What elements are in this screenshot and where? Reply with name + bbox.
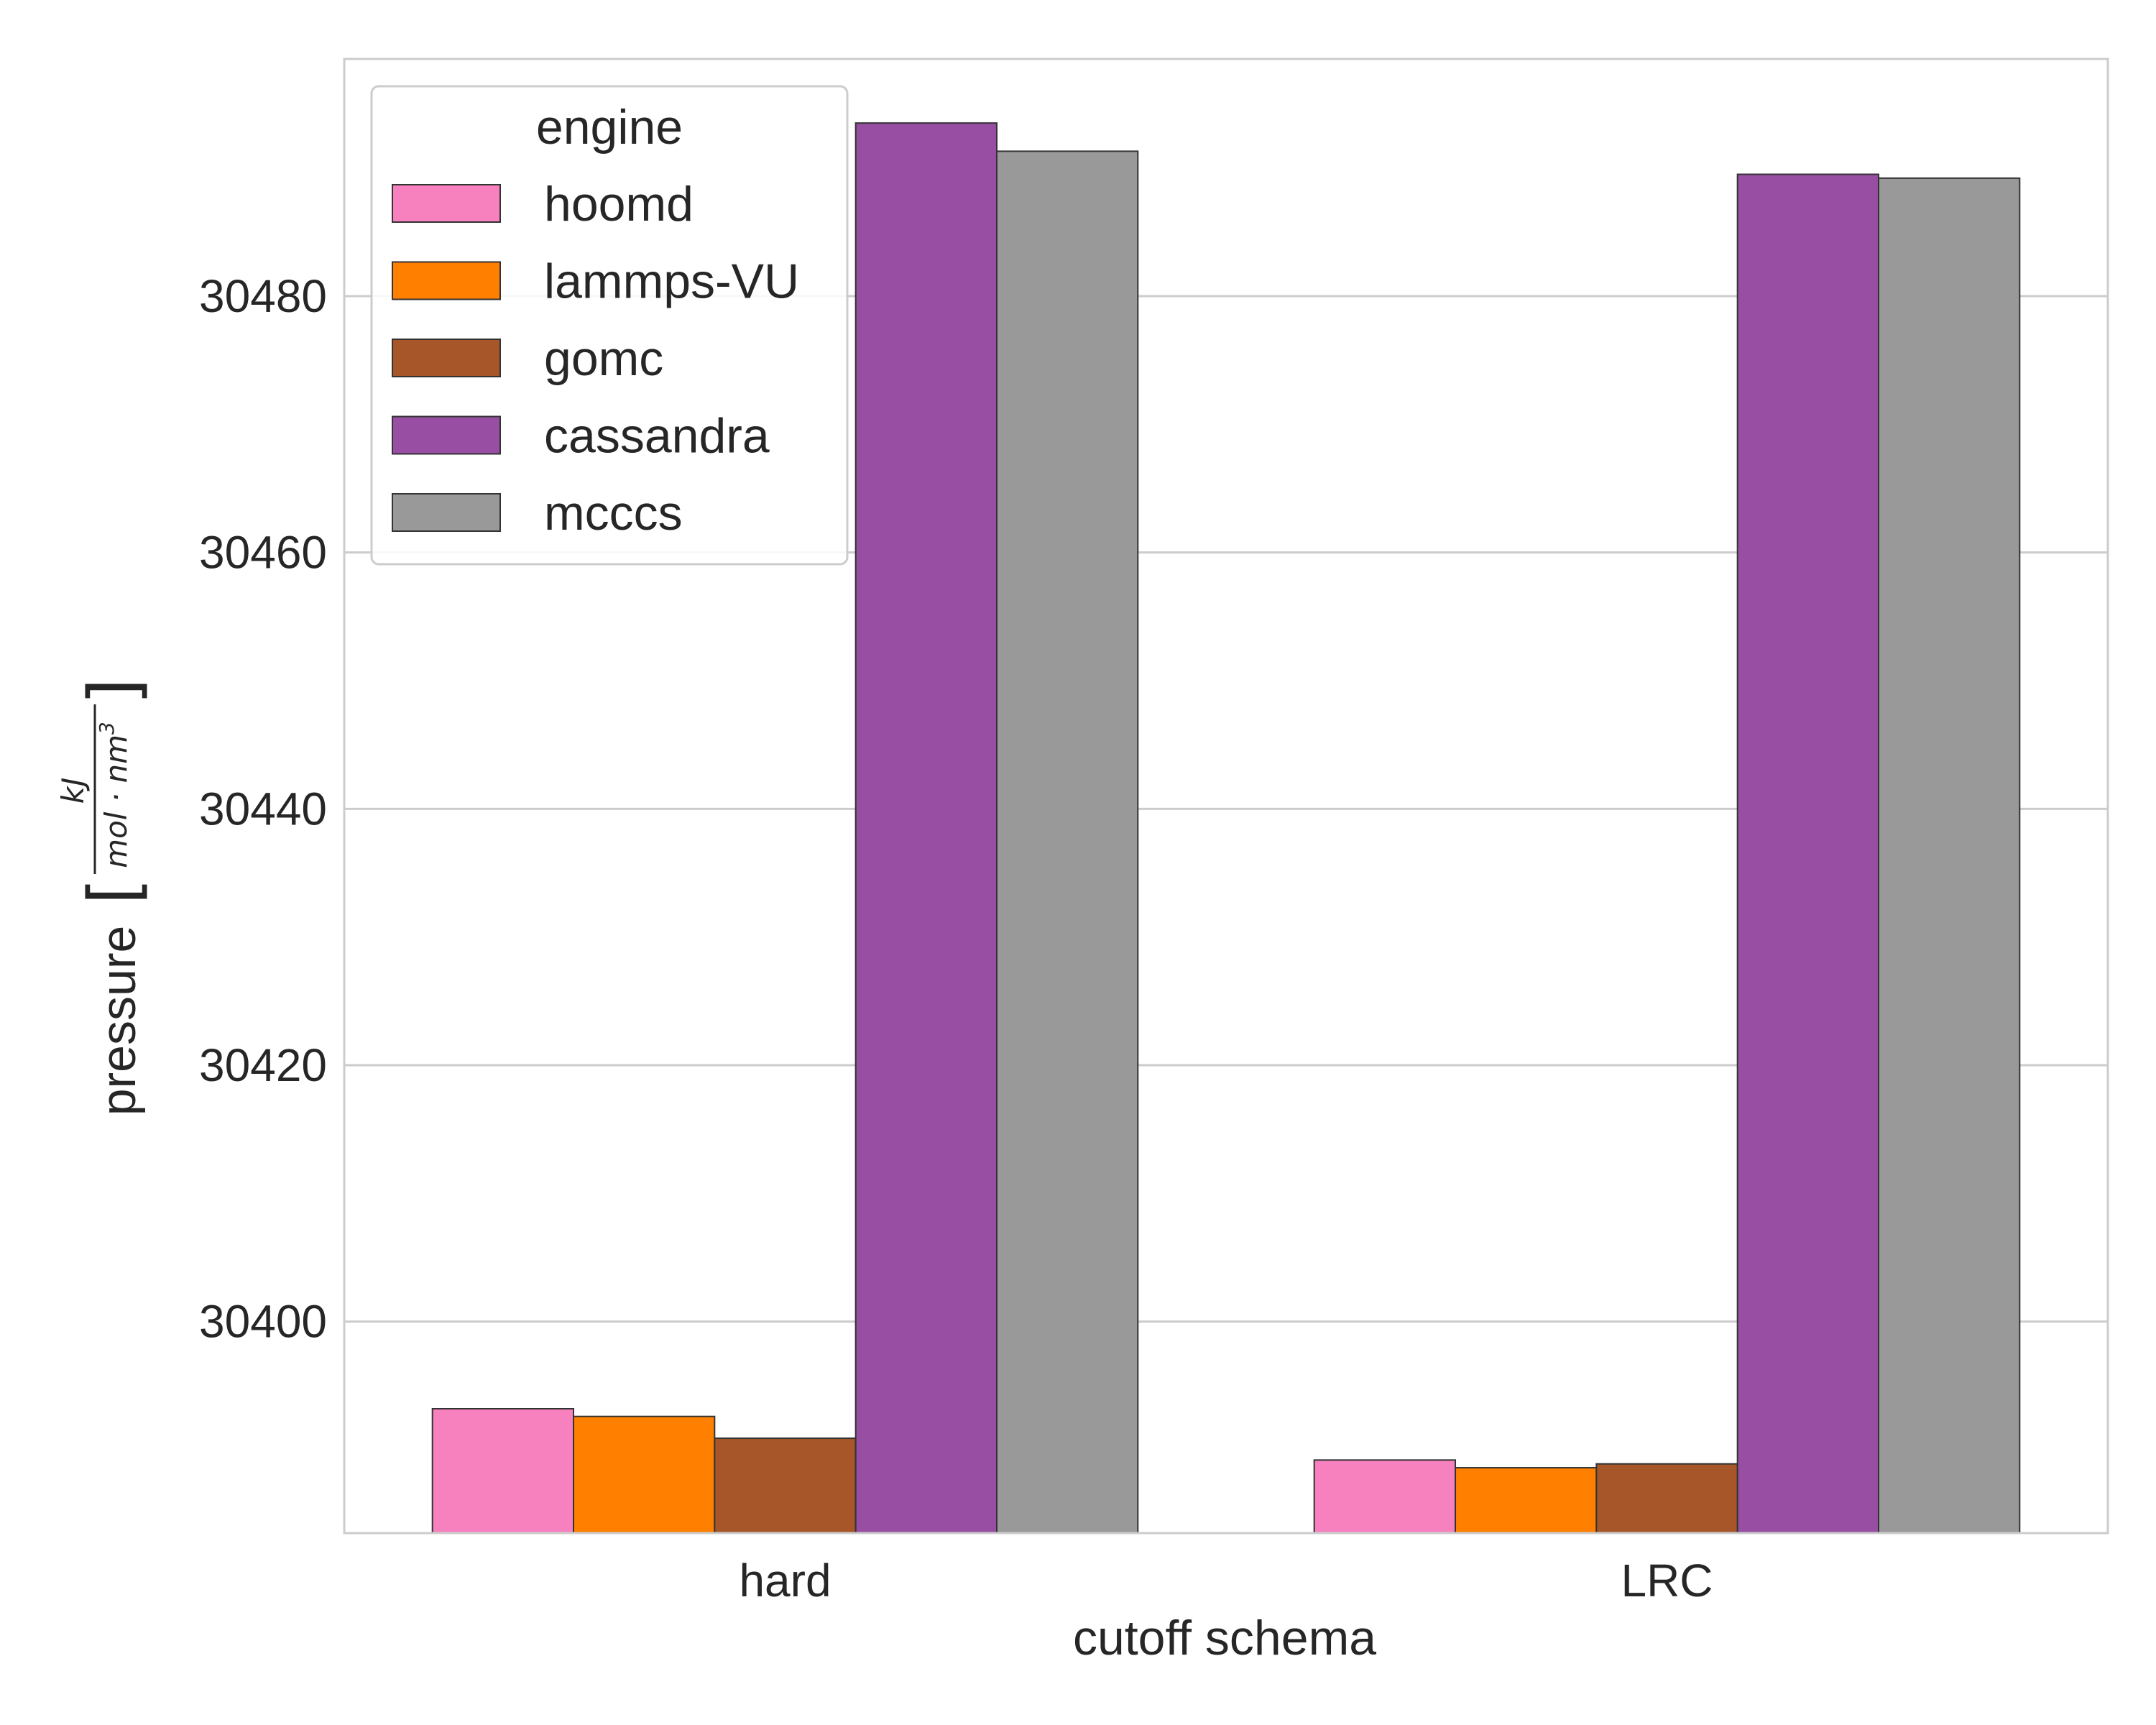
legend-label-hoomd: hoomd [544,177,694,231]
y-axis-unit-numerator: kJ [55,778,91,804]
bar-cassandra-hard [854,122,998,1534]
y-axis-unit-denominator: mol · nm3 [95,722,134,868]
bar-gomc-LRC [1595,1463,1738,1534]
y-tick-label-2: 30440 [199,783,327,834]
legend-label-gomc: gomc [544,331,663,386]
bar-lammps-VU-hard [573,1415,716,1535]
plot-frame [343,58,2109,1535]
y-axis-unit-open-bracket: [ [74,878,155,904]
y-axis-label-text: pressure [91,926,146,1116]
bar-hoomd-hard [431,1408,575,1534]
legend: engine hoomd lammps-VU gomc cassandra mcccs [370,85,849,566]
bar-mcccs-hard [995,150,1139,1535]
y-tick-label-3: 30460 [199,527,327,579]
y-tick-label-4: 30480 [199,270,327,322]
bar-hoomd-LRC [1313,1459,1457,1535]
x-tick-labels: hard LRC [739,1555,1713,1606]
bars [431,122,2021,1535]
bar-lammps-VU-LRC [1455,1467,1598,1534]
legend-swatch-gomc [392,339,501,377]
bar-gomc-hard [714,1438,857,1534]
bar-mcccs-LRC [1877,177,2021,1534]
legend-swatch-mcccs [392,493,501,532]
y-tick-labels: 30400 30420 30440 30460 30480 [199,270,327,1348]
y-axis-label: pressure [ kJ mol · nm3 ] [55,678,155,1116]
y-tick-label-1: 30420 [199,1039,327,1091]
x-axis-label: cutoff schema [1073,1611,1376,1665]
legend-title: engine [536,100,683,155]
legend-swatch-lammps-VU [392,261,501,300]
x-tick-label-LRC: LRC [1621,1555,1713,1606]
legend-swatch-hoomd [392,184,501,223]
y-tick-label-0: 30400 [199,1296,327,1348]
legend-label-lammps-VU: lammps-VU [544,254,799,309]
legend-swatch-cassandra [392,415,501,455]
bar-cassandra-LRC [1736,173,1879,1534]
legend-label-mcccs: mcccs [544,486,683,540]
legend-label-cassandra: cassandra [544,409,770,464]
x-tick-label-hard: hard [739,1555,831,1606]
y-axis-unit-close-bracket: ] [74,678,155,704]
